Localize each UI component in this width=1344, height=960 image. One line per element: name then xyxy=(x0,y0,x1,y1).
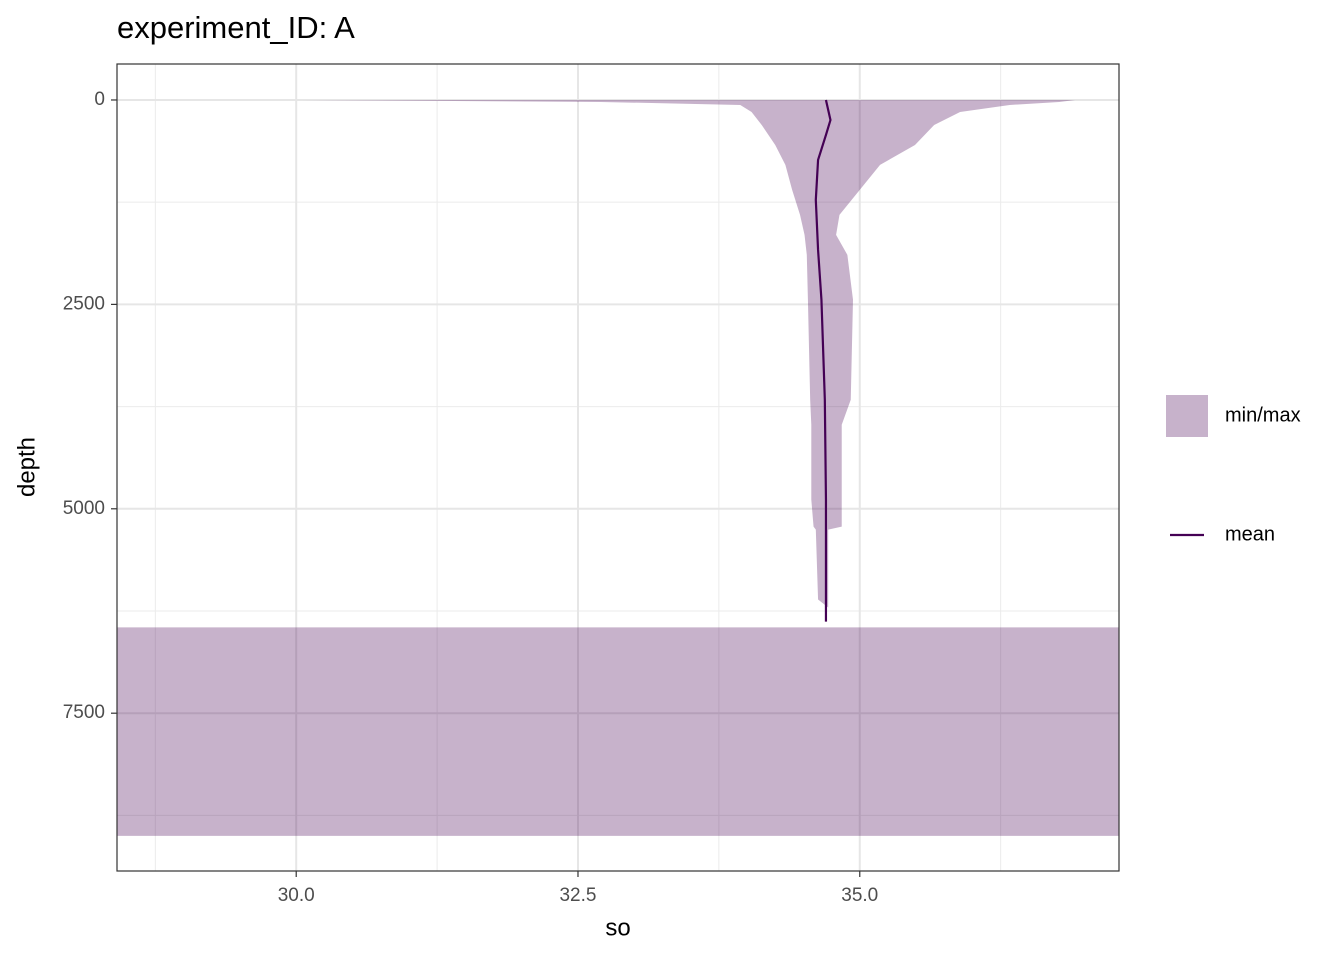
mean-line xyxy=(814,99,832,622)
legend-label: min/max xyxy=(1225,404,1301,426)
chart-title: experiment_ID: A xyxy=(117,10,355,45)
legend-key xyxy=(1166,395,1208,437)
ribbon xyxy=(301,99,1076,608)
panel-border xyxy=(116,63,1120,872)
x-axis-title: so xyxy=(605,914,630,941)
plot-area xyxy=(117,99,1119,836)
y-tick-label: 7500 xyxy=(63,702,105,723)
grid xyxy=(117,64,1119,871)
axes: 30.0 32.5 35.0 0 2500 5000 7500 xyxy=(63,89,879,906)
x-tick-label: 35.0 xyxy=(841,885,878,906)
y-tick-label: 0 xyxy=(94,89,105,110)
y-tick-label: 2500 xyxy=(63,293,105,314)
legend: min/max mean xyxy=(1166,395,1301,545)
x-tick-label: 32.5 xyxy=(559,885,596,906)
ribbon xyxy=(117,627,1119,836)
y-tick-label: 5000 xyxy=(63,498,105,519)
legend-label: mean xyxy=(1225,523,1275,545)
y-axis-title: depth xyxy=(13,437,40,497)
x-tick-label: 30.0 xyxy=(278,885,315,906)
